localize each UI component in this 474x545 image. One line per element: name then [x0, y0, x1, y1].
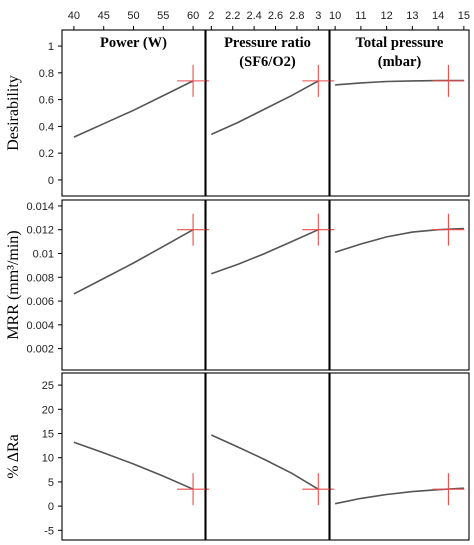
y-tick-label: 0.012 [26, 225, 54, 237]
y-tick-label: 5 [48, 477, 54, 489]
y-tick-label: 10 [42, 453, 54, 465]
panel-frame [61, 199, 206, 371]
panel-frame [205, 372, 330, 541]
profile-curve [334, 487, 464, 505]
panel-frame [61, 29, 206, 197]
y-tick-label: 0.008 [26, 272, 54, 284]
x-tick-label: 45 [98, 10, 110, 22]
y-tick-label: 1 [48, 41, 54, 53]
profile-curve [73, 441, 194, 490]
y-tick-label: 15 [42, 429, 54, 441]
y-axis-label: MRR (mm³/min) [5, 230, 22, 339]
y-tick-label: 0.01 [33, 248, 54, 260]
panel-frame [329, 199, 470, 371]
column-title: Total pressure [356, 35, 445, 51]
panel-frame [61, 372, 206, 541]
profile-curve [73, 229, 194, 295]
panel-frame [329, 372, 470, 541]
x-tick-label: 2.6 [268, 10, 283, 22]
x-tick-label: 12 [381, 10, 393, 22]
y-axis-label: Desirability [5, 75, 22, 151]
panel-frame [329, 29, 470, 197]
x-tick-label: 2.4 [246, 10, 261, 22]
x-tick-label: 50 [127, 10, 139, 22]
x-tick-label: 60 [187, 10, 199, 22]
y-tick-label: 0.2 [39, 148, 54, 160]
x-tick-label: 2.8 [289, 10, 304, 22]
x-tick-label: 3 [315, 10, 321, 22]
x-tick-label: 14 [432, 10, 444, 22]
x-tick-label: 15 [458, 10, 470, 22]
y-tick-label: 0.014 [26, 201, 54, 213]
y-tick-label: 0.8 [39, 68, 54, 80]
profile-curve [210, 80, 319, 136]
column-subtitle: (SF6/O2) [239, 54, 296, 70]
y-axis-label: % ΔRa [5, 434, 22, 479]
profile-curve [210, 434, 319, 490]
panel-frame [205, 199, 330, 371]
column-subtitle: (mbar) [378, 54, 422, 70]
y-tick-label: 0.004 [26, 320, 54, 332]
profile-curve [334, 227, 464, 254]
y-tick-label: 0.6 [39, 95, 54, 107]
x-tick-label: 11 [355, 10, 366, 22]
x-tick-label: 55 [157, 10, 169, 22]
x-tick-label: 13 [406, 10, 418, 22]
column-title: Pressure ratio [224, 35, 311, 51]
profile-curve [73, 80, 194, 138]
x-tick-label: 2.2 [225, 10, 240, 22]
profile-curve [211, 228, 319, 275]
y-tick-label: 0 [48, 175, 54, 187]
y-tick-label: -5 [44, 525, 54, 537]
y-tick-label: 20 [42, 404, 54, 416]
x-tick-label: 40 [68, 10, 80, 22]
y-tick-label: 0 [48, 501, 54, 513]
y-tick-label: 0.4 [39, 121, 54, 133]
x-tick-label: 10 [329, 10, 341, 22]
y-tick-label: 0.006 [26, 296, 54, 308]
y-tick-label: 0.002 [26, 344, 54, 356]
x-tick-label: 2 [208, 10, 214, 22]
column-title: Power (W) [100, 35, 167, 51]
y-tick-label: 25 [42, 380, 54, 392]
panel-frame [205, 29, 330, 197]
